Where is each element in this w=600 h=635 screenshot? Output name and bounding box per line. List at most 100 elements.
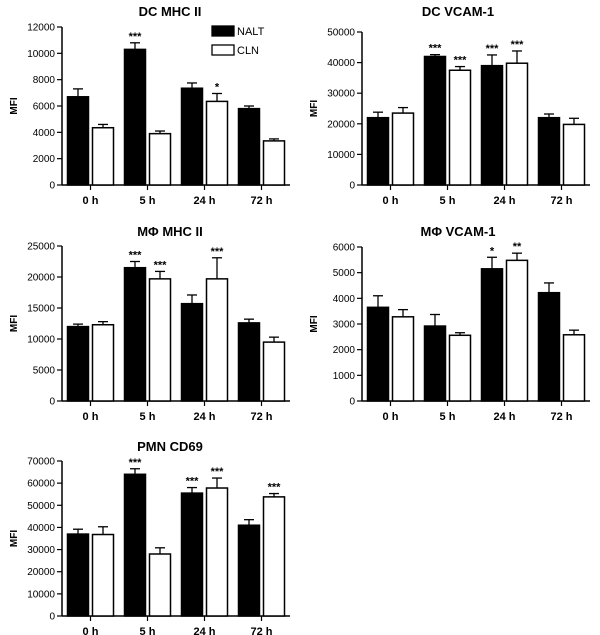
- bar-cln: [205, 278, 229, 402]
- y-tick-label: 0: [349, 397, 355, 408]
- bar-nalt: [423, 325, 447, 402]
- bar-cln: [448, 69, 472, 186]
- y-tick-label: 2000: [33, 154, 56, 165]
- chart-panel-5: PMN CD69 MFI 0 10000 20000 30000 40000 50000 600…: [9, 439, 290, 635]
- bar-cln: [562, 123, 586, 186]
- y-tick-label: 30000: [27, 545, 55, 556]
- bar-nalt: [237, 107, 261, 186]
- x-tick-label: 72 h: [550, 195, 572, 207]
- x-tick-label: 0 h: [383, 411, 399, 423]
- bar-cln: [448, 334, 472, 402]
- y-tick-label: 6000: [333, 243, 356, 254]
- bar-nalt: [366, 116, 390, 186]
- y-axis-label: MFI: [9, 97, 20, 114]
- significance-label: ***: [511, 39, 525, 51]
- x-tick-label: 24 h: [193, 195, 215, 207]
- significance-label: ***: [268, 482, 282, 494]
- legend: NALT CLN: [211, 25, 265, 57]
- y-tick-label: 0: [49, 181, 55, 192]
- x-tick-label: 5 h: [440, 411, 456, 423]
- significance-label: ***: [129, 250, 143, 262]
- y-tick-label: 50000: [27, 501, 55, 512]
- legend-label-nalt: NALT: [237, 26, 265, 38]
- bar-nalt: [180, 302, 204, 402]
- bar-nalt: [237, 524, 261, 617]
- bar-nalt: [237, 322, 261, 402]
- x-tick-label: 24 h: [493, 411, 515, 423]
- bar-cln: [562, 334, 586, 402]
- y-axis-label: MFI: [309, 315, 320, 332]
- y-tick-label: 8000: [33, 75, 56, 86]
- y-tick-label: 5000: [333, 268, 356, 279]
- y-axis-label: MFI: [9, 530, 20, 547]
- bar-cln: [205, 487, 229, 617]
- bar-nalt: [180, 492, 204, 617]
- bar-nalt: [66, 533, 90, 617]
- y-tick-label: 0: [49, 612, 55, 623]
- bar-cln: [262, 341, 286, 402]
- chart-title: PMN CD69: [137, 439, 203, 454]
- y-tick-label: 12000: [27, 23, 55, 34]
- bar-cln: [505, 259, 529, 402]
- bar-nalt: [480, 268, 504, 402]
- y-tick-label: 20000: [327, 119, 355, 130]
- bar-nalt: [123, 48, 147, 186]
- bar-nalt: [366, 306, 390, 402]
- bar-nalt: [123, 473, 147, 617]
- chart-panel-1: DC MHC II MFI 0 2000 4000 6000 8000 10000 12000 0…: [9, 4, 290, 207]
- y-tick-label: 4000: [333, 294, 356, 305]
- x-tick-label: 5 h: [140, 626, 156, 635]
- bar-cln: [391, 316, 415, 402]
- bar-cln: [91, 126, 115, 186]
- y-tick-label: 10000: [27, 589, 55, 600]
- significance-label: ***: [211, 466, 225, 478]
- bar-cln: [205, 100, 229, 186]
- bar-nalt: [66, 96, 90, 186]
- y-tick-label: 2000: [333, 345, 356, 356]
- y-tick-label: 20000: [27, 567, 55, 578]
- significance-label: *: [215, 81, 220, 93]
- bar-nalt: [423, 55, 447, 186]
- significance-label: ***: [429, 43, 443, 55]
- bar-cln: [148, 553, 172, 617]
- bar-cln: [148, 132, 172, 186]
- significance-label: ***: [186, 476, 200, 488]
- legend-label-cln: CLN: [237, 45, 259, 57]
- chart-title: DC VCAM-1: [422, 4, 494, 19]
- y-tick-label: 10000: [27, 335, 55, 346]
- bar-nalt: [537, 291, 561, 402]
- significance-label: ***: [154, 259, 168, 271]
- significance-label: ***: [129, 457, 143, 469]
- y-tick-label: 20000: [27, 273, 55, 284]
- bar-cln: [262, 496, 286, 617]
- y-axis-label: MFI: [309, 100, 320, 117]
- y-tick-label: 0: [349, 181, 355, 192]
- legend-swatch-cln: [211, 44, 235, 56]
- significance-label: ***: [454, 55, 468, 67]
- x-tick-label: 5 h: [440, 195, 456, 207]
- bar-cln: [148, 278, 172, 402]
- y-tick-label: 4000: [33, 128, 56, 139]
- x-tick-label: 72 h: [250, 411, 272, 423]
- x-tick-label: 24 h: [493, 195, 515, 207]
- chart-panel-2: DC VCAM-1 MFI 0 10000 20000 30000 40000 50000 0 …: [309, 4, 590, 207]
- y-tick-label: 5000: [33, 366, 56, 377]
- bar-cln: [91, 533, 115, 617]
- significance-label: *: [490, 245, 495, 257]
- y-axis-label: MFI: [9, 315, 20, 332]
- bar-cln: [505, 62, 529, 186]
- x-tick-label: 24 h: [193, 626, 215, 635]
- y-tick-label: 50000: [327, 28, 355, 39]
- x-tick-label: 0 h: [83, 411, 99, 423]
- y-tick-label: 70000: [27, 457, 55, 468]
- y-tick-label: 10000: [327, 150, 355, 161]
- bar-cln: [91, 323, 115, 402]
- y-tick-label: 15000: [27, 304, 55, 315]
- y-tick-label: 25000: [27, 242, 55, 253]
- y-tick-label: 0: [49, 397, 55, 408]
- bar-cln: [391, 112, 415, 186]
- x-tick-label: 0 h: [83, 626, 99, 635]
- y-tick-label: 40000: [27, 523, 55, 534]
- significance-label: ***: [129, 31, 143, 43]
